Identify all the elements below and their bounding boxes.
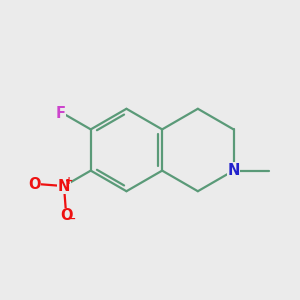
Text: O: O (28, 176, 40, 191)
Text: O: O (60, 208, 72, 223)
Text: +: + (65, 176, 73, 186)
Text: N: N (227, 163, 240, 178)
Text: N: N (58, 178, 70, 194)
Text: F: F (56, 106, 65, 122)
Text: −: − (67, 214, 76, 224)
